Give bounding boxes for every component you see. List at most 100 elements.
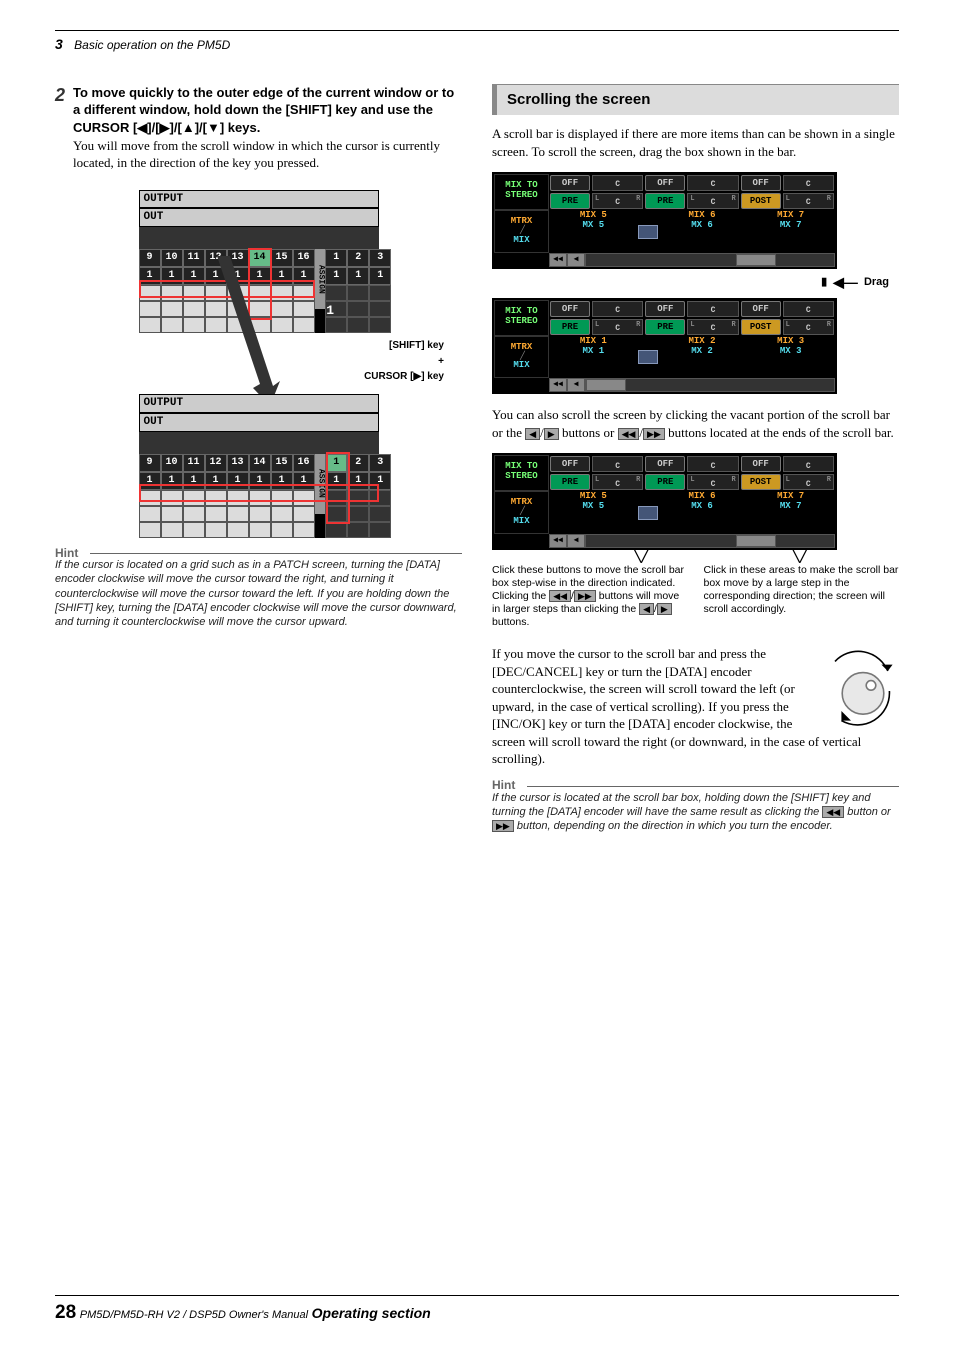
- pre-post-button[interactable]: POST: [741, 193, 781, 209]
- off-button[interactable]: OFF: [550, 456, 590, 472]
- channel-number: 1: [325, 249, 347, 267]
- channel-number: 2: [347, 249, 369, 267]
- off-button[interactable]: OFF: [741, 301, 781, 317]
- mtrx-cell: MIX 7MX 7: [746, 210, 835, 253]
- pan-indicator[interactable]: LRC: [687, 319, 738, 335]
- pan-indicator[interactable]: C: [592, 456, 643, 472]
- channel-number: 12: [205, 454, 227, 472]
- channel-number: 15: [271, 454, 293, 472]
- mix-panel: MIX TO STEREOOFFCPRELRCOFFCPRELRCOFFCPOS…: [492, 172, 837, 269]
- scroll-left-icon: ◀: [525, 428, 540, 440]
- channel-number: 9: [139, 249, 161, 267]
- pan-indicator[interactable]: C: [687, 175, 738, 191]
- step-body: You will move from the scroll window in …: [73, 137, 462, 172]
- pre-post-button[interactable]: PRE: [645, 193, 685, 209]
- scroll-fast-left-button[interactable]: ◀◀: [549, 534, 567, 548]
- eq-icon[interactable]: [638, 225, 658, 239]
- pre-post-button[interactable]: PRE: [550, 193, 590, 209]
- right-column: Scrolling the screen A scroll bar is dis…: [492, 84, 899, 834]
- hint-text: If the cursor is located on a grid such …: [55, 558, 462, 629]
- eq-icon[interactable]: [638, 350, 658, 364]
- pre-post-button[interactable]: PRE: [645, 319, 685, 335]
- mtrx-label: MTRX╱MIX: [494, 491, 549, 534]
- pan-indicator[interactable]: LRC: [592, 474, 643, 490]
- panel-header: OUTPUT: [139, 394, 379, 413]
- scroll-fast-right-icon: ▶▶: [574, 590, 596, 602]
- pan-indicator[interactable]: C: [783, 175, 834, 191]
- off-button[interactable]: OFF: [550, 301, 590, 317]
- off-button[interactable]: OFF: [550, 175, 590, 191]
- running-head: 3 Basic operation on the PM5D: [55, 30, 899, 54]
- pan-indicator[interactable]: C: [783, 456, 834, 472]
- scroll-fast-left-button[interactable]: ◀◀: [549, 253, 567, 267]
- pan-indicator[interactable]: LRC: [592, 193, 643, 209]
- pre-post-button[interactable]: POST: [741, 474, 781, 490]
- page-number: 28: [55, 1302, 76, 1323]
- horizontal-scrollbar[interactable]: ◀◀◀: [549, 253, 835, 267]
- mtrx-cell: MIX 7MX 7: [746, 491, 835, 534]
- section-name: Operating section: [312, 1305, 431, 1321]
- channel-number: 11: [183, 454, 205, 472]
- pan-indicator[interactable]: LRC: [783, 319, 834, 335]
- drag-label: Drag: [864, 275, 889, 290]
- horizontal-scrollbar[interactable]: ◀◀◀: [549, 378, 835, 392]
- scrollbar-track[interactable]: [585, 253, 835, 267]
- caption-left: Click these buttons to move the scroll b…: [492, 564, 688, 630]
- eq-icon[interactable]: [638, 506, 658, 520]
- pre-post-button[interactable]: PRE: [550, 319, 590, 335]
- pan-indicator[interactable]: LRC: [783, 193, 834, 209]
- scroll-left-icon: ◀: [639, 603, 654, 615]
- mtrx-cell: MIX 6MX 6: [658, 491, 747, 534]
- mtrx-label: MTRX╱MIX: [494, 336, 549, 379]
- scroll-fast-right-icon: ▶▶: [643, 428, 665, 440]
- encoder-knob-figure: [819, 647, 899, 727]
- mtrx-cell: MIX 2MX 2: [658, 336, 747, 379]
- pre-post-button[interactable]: PRE: [550, 474, 590, 490]
- off-button[interactable]: OFF: [645, 301, 685, 317]
- scroll-left-button[interactable]: ◀: [567, 534, 585, 548]
- off-button[interactable]: OFF: [645, 175, 685, 191]
- off-button[interactable]: OFF: [741, 175, 781, 191]
- channel-number: 13: [227, 454, 249, 472]
- pre-post-button[interactable]: PRE: [645, 474, 685, 490]
- scrollbar-thumb[interactable]: [736, 254, 776, 266]
- chapter-title: Basic operation on the PM5D: [74, 38, 230, 52]
- scrollbar-thumb[interactable]: [736, 535, 776, 547]
- off-button[interactable]: OFF: [741, 456, 781, 472]
- pan-indicator[interactable]: C: [592, 175, 643, 191]
- channel-number: 3: [369, 249, 391, 267]
- horizontal-scrollbar[interactable]: ◀◀◀: [549, 534, 835, 548]
- arrow-left-icon: ◀—: [833, 273, 858, 292]
- pan-indicator[interactable]: C: [687, 456, 738, 472]
- hint-text: If the cursor is located at the scroll b…: [492, 791, 899, 834]
- scrollbar-thumb[interactable]: [586, 379, 626, 391]
- mtrx-cell: MIX 5MX 5: [549, 491, 638, 534]
- scroll-fast-left-button[interactable]: ◀◀: [549, 378, 567, 392]
- pointer-down-icon: ╲╱: [562, 550, 721, 560]
- caption-right: Click in these areas to make the scroll …: [704, 564, 900, 630]
- scrollbar-track[interactable]: [585, 534, 835, 548]
- pan-indicator[interactable]: LRC: [783, 474, 834, 490]
- pan-indicator[interactable]: LRC: [592, 319, 643, 335]
- pan-indicator[interactable]: C: [592, 301, 643, 317]
- channel-number: 10: [161, 454, 183, 472]
- mix-panel: MIX TO STEREOOFFCPRELRCOFFCPRELRCOFFCPOS…: [492, 453, 837, 550]
- scroll-left-button[interactable]: ◀: [567, 253, 585, 267]
- pan-indicator[interactable]: LRC: [687, 474, 738, 490]
- pan-indicator[interactable]: C: [783, 301, 834, 317]
- mix-to-stereo-label: MIX TO STEREO: [494, 300, 549, 336]
- section-heading: Scrolling the screen: [492, 84, 899, 115]
- left-column: 2 To move quickly to the outer edge of t…: [55, 84, 462, 834]
- output-panel-after: OUTPUT OUT 910111213141516 11111111 ASSI…: [139, 394, 379, 538]
- scroll-left-button[interactable]: ◀: [567, 378, 585, 392]
- pre-post-button[interactable]: POST: [741, 319, 781, 335]
- pan-indicator[interactable]: LRC: [687, 193, 738, 209]
- scroll-fast-left-icon: ◀◀: [822, 806, 844, 818]
- pan-indicator[interactable]: C: [687, 301, 738, 317]
- off-button[interactable]: OFF: [645, 456, 685, 472]
- scrollbar-track[interactable]: [585, 378, 835, 392]
- scroll-fast-left-icon: ◀◀: [549, 590, 571, 602]
- hint-block: Hint If the cursor is located at the scr…: [492, 776, 899, 833]
- panel-subheader: OUT: [139, 208, 379, 227]
- mtrx-cell: MIX 1MX 1: [549, 336, 638, 379]
